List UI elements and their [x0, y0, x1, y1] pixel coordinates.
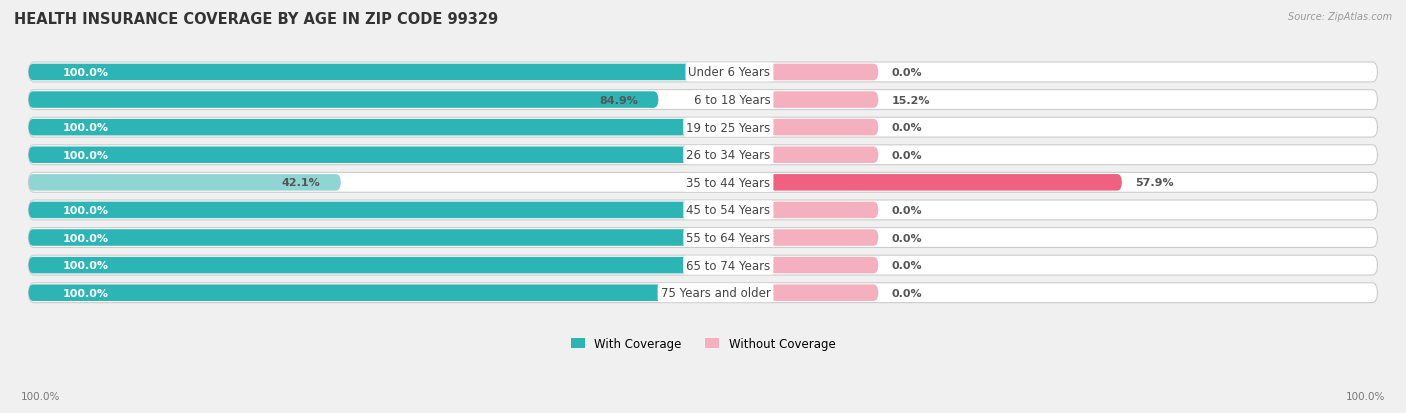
- FancyBboxPatch shape: [28, 285, 770, 301]
- Text: HEALTH INSURANCE COVERAGE BY AGE IN ZIP CODE 99329: HEALTH INSURANCE COVERAGE BY AGE IN ZIP …: [14, 12, 498, 27]
- Text: Source: ZipAtlas.com: Source: ZipAtlas.com: [1288, 12, 1392, 22]
- Text: 0.0%: 0.0%: [891, 123, 922, 133]
- FancyBboxPatch shape: [770, 285, 879, 301]
- FancyBboxPatch shape: [28, 120, 770, 136]
- Text: 100.0%: 100.0%: [62, 68, 108, 78]
- FancyBboxPatch shape: [28, 92, 658, 109]
- Text: Under 6 Years: Under 6 Years: [689, 66, 770, 79]
- FancyBboxPatch shape: [28, 230, 770, 246]
- FancyBboxPatch shape: [28, 257, 770, 274]
- Text: 45 to 54 Years: 45 to 54 Years: [686, 204, 770, 217]
- Text: 6 to 18 Years: 6 to 18 Years: [693, 94, 770, 107]
- Text: 84.9%: 84.9%: [599, 95, 638, 105]
- Text: 100.0%: 100.0%: [21, 391, 60, 401]
- Text: 42.1%: 42.1%: [281, 178, 321, 188]
- Text: 100.0%: 100.0%: [62, 150, 108, 160]
- FancyBboxPatch shape: [770, 230, 879, 246]
- Text: 100.0%: 100.0%: [62, 123, 108, 133]
- Text: 0.0%: 0.0%: [891, 150, 922, 160]
- FancyBboxPatch shape: [28, 175, 340, 191]
- FancyBboxPatch shape: [770, 202, 879, 218]
- FancyBboxPatch shape: [28, 147, 770, 164]
- FancyBboxPatch shape: [770, 147, 879, 164]
- Text: 55 to 64 Years: 55 to 64 Years: [686, 231, 770, 244]
- FancyBboxPatch shape: [770, 257, 879, 274]
- FancyBboxPatch shape: [28, 283, 1378, 303]
- FancyBboxPatch shape: [28, 90, 1378, 110]
- FancyBboxPatch shape: [28, 118, 1378, 138]
- FancyBboxPatch shape: [28, 256, 1378, 275]
- Text: 26 to 34 Years: 26 to 34 Years: [686, 149, 770, 162]
- Text: 0.0%: 0.0%: [891, 205, 922, 216]
- Text: 100.0%: 100.0%: [1346, 391, 1385, 401]
- Text: 100.0%: 100.0%: [62, 288, 108, 298]
- FancyBboxPatch shape: [770, 92, 879, 109]
- Text: 0.0%: 0.0%: [891, 288, 922, 298]
- FancyBboxPatch shape: [28, 173, 1378, 193]
- FancyBboxPatch shape: [28, 64, 770, 81]
- FancyBboxPatch shape: [770, 120, 879, 136]
- FancyBboxPatch shape: [28, 202, 770, 218]
- Text: 57.9%: 57.9%: [1136, 178, 1174, 188]
- Text: 0.0%: 0.0%: [891, 261, 922, 271]
- Text: 75 Years and older: 75 Years and older: [661, 287, 770, 299]
- Text: 0.0%: 0.0%: [891, 68, 922, 78]
- FancyBboxPatch shape: [28, 145, 1378, 165]
- Text: 0.0%: 0.0%: [891, 233, 922, 243]
- Legend: With Coverage, Without Coverage: With Coverage, Without Coverage: [565, 332, 841, 355]
- Text: 65 to 74 Years: 65 to 74 Years: [686, 259, 770, 272]
- FancyBboxPatch shape: [28, 63, 1378, 83]
- FancyBboxPatch shape: [28, 228, 1378, 248]
- Text: 19 to 25 Years: 19 to 25 Years: [686, 121, 770, 134]
- Text: 100.0%: 100.0%: [62, 261, 108, 271]
- Text: 100.0%: 100.0%: [62, 233, 108, 243]
- Text: 35 to 44 Years: 35 to 44 Years: [686, 176, 770, 190]
- FancyBboxPatch shape: [28, 200, 1378, 220]
- Text: 100.0%: 100.0%: [62, 205, 108, 216]
- FancyBboxPatch shape: [770, 64, 879, 81]
- FancyBboxPatch shape: [770, 175, 1122, 191]
- Text: 15.2%: 15.2%: [891, 95, 931, 105]
